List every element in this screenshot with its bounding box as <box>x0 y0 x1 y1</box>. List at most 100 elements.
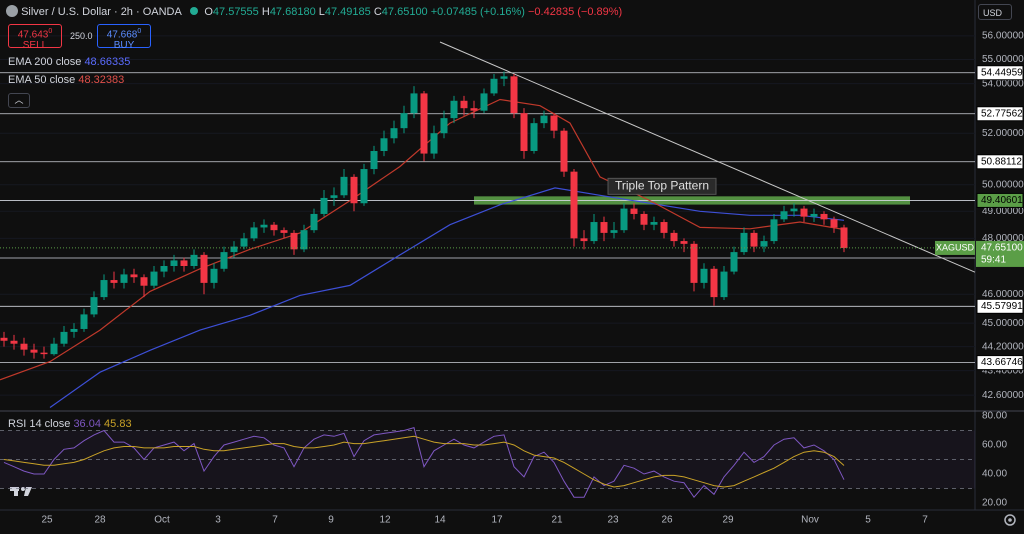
candle-body <box>430 133 438 154</box>
candle-body <box>260 224 268 228</box>
x-tick-label: 9 <box>328 515 334 526</box>
candle-body <box>450 100 458 119</box>
x-tick-label: 23 <box>607 515 619 526</box>
candle-body <box>640 213 648 225</box>
candle-body <box>470 108 478 111</box>
candle-body <box>60 331 68 344</box>
candle-body <box>660 222 668 233</box>
candle-body <box>570 171 578 239</box>
y-tick-label: 45.00000 <box>982 318 1024 329</box>
candle-body <box>0 337 8 341</box>
candle-body <box>350 176 358 204</box>
rsi-line <box>3 435 845 488</box>
ohlc-key: L <box>318 6 325 18</box>
y-tick-label: 55.00000 <box>982 54 1024 65</box>
ema200-legend: EMA 200 close 48.66335 <box>8 56 130 68</box>
candle-body <box>670 232 678 242</box>
level-label: 43.66746 <box>981 357 1023 368</box>
candle-body <box>230 246 238 253</box>
market-status <box>190 7 199 15</box>
candle-body <box>730 252 738 272</box>
x-tick-label: 7 <box>922 515 928 526</box>
candle-body <box>100 280 108 298</box>
x-tick-label: Oct <box>154 515 170 526</box>
candle-body <box>840 227 848 248</box>
candle-body <box>240 238 248 247</box>
candle-body <box>500 76 508 79</box>
legend-name: EMA 50 close <box>8 74 76 86</box>
change: +0.07485 (+0.16%) <box>430 6 525 18</box>
sell-button[interactable]: 47.6430 SELL <box>8 24 62 51</box>
ohlc-key: H <box>261 6 270 18</box>
level-label-bg <box>976 154 1024 170</box>
ohlc-value: 47.68180 <box>269 6 316 18</box>
candle-body <box>410 93 418 114</box>
candle-body <box>540 115 548 124</box>
level-label-bg <box>976 192 1024 208</box>
candle-body <box>830 219 838 228</box>
candle-body <box>390 128 398 139</box>
last-price-label: 47.65100 <box>981 243 1023 254</box>
symbol-tag: XAGUSD <box>936 242 975 252</box>
sell-price: 47.643 <box>17 29 49 41</box>
candle-body <box>300 230 308 250</box>
x-tick-label: 3 <box>215 515 221 526</box>
candle-body <box>130 274 138 278</box>
candle-body <box>750 232 758 247</box>
candle-body <box>170 260 178 267</box>
buy-button[interactable]: 47.6680 BUY <box>97 24 151 51</box>
y-tick-label: 49.00000 <box>982 206 1024 217</box>
annotation: Triple Top Pattern <box>615 179 709 193</box>
level-label: 52.77562 <box>981 108 1023 119</box>
candle-body <box>90 297 98 315</box>
candle-body <box>770 219 778 242</box>
y-tick-label: 48.00000 <box>982 233 1024 244</box>
legend-header: Silver / U.S. Dollar · 2h · OANDA O47.57… <box>6 5 622 18</box>
spread: 250.0 <box>70 31 93 41</box>
candle-body <box>310 213 318 231</box>
candle-body <box>790 208 798 212</box>
ohlc-value: 47.65100 <box>381 6 428 18</box>
last-price-bg <box>976 240 1024 267</box>
candle-body <box>220 252 228 269</box>
legend-value: 45.83 <box>104 418 132 430</box>
rsi-y-tick-label: 60.00 <box>982 440 1007 451</box>
candle-body <box>400 113 408 129</box>
rsi-legend: RSI 14 close 36.04 45.83 <box>8 418 132 430</box>
level-label-bg <box>976 355 1024 371</box>
currency: USD <box>983 8 1003 18</box>
settings-icon[interactable] <box>1004 514 1016 526</box>
candle-body <box>420 93 428 154</box>
x-tick-label: 29 <box>722 515 734 526</box>
rsi-y-tick-label: 40.00 <box>982 469 1007 480</box>
candle-body <box>800 208 808 217</box>
x-tick-label: 26 <box>661 515 673 526</box>
candle-body <box>480 93 488 111</box>
candle-body <box>370 151 378 170</box>
candle-body <box>700 268 708 283</box>
candle-body <box>590 222 598 242</box>
candle-body <box>580 238 588 242</box>
trendline <box>439 41 976 273</box>
candle-body <box>440 118 448 134</box>
candle-body <box>690 243 698 283</box>
ema50-legend: EMA 50 close 48.32383 <box>8 74 124 86</box>
x-tick-label: Nov <box>801 515 819 526</box>
currency-selector[interactable]: USD <box>978 4 1012 20</box>
y-tick-label: 43.40000 <box>982 365 1024 376</box>
candle-body <box>680 241 688 244</box>
tv-logo <box>10 487 32 496</box>
y-tick-label: 46.00000 <box>982 289 1024 300</box>
collapse-button[interactable]: ︿ <box>8 93 30 108</box>
candle-body <box>50 343 58 355</box>
candle-body <box>380 138 388 152</box>
level-label-bg <box>976 106 1024 122</box>
candle-body <box>20 343 28 350</box>
candle-body <box>70 328 78 332</box>
candle-body <box>530 123 538 152</box>
candle-body <box>600 222 608 233</box>
candle-body <box>720 271 728 298</box>
y-tick-label: 54.00000 <box>982 78 1024 89</box>
